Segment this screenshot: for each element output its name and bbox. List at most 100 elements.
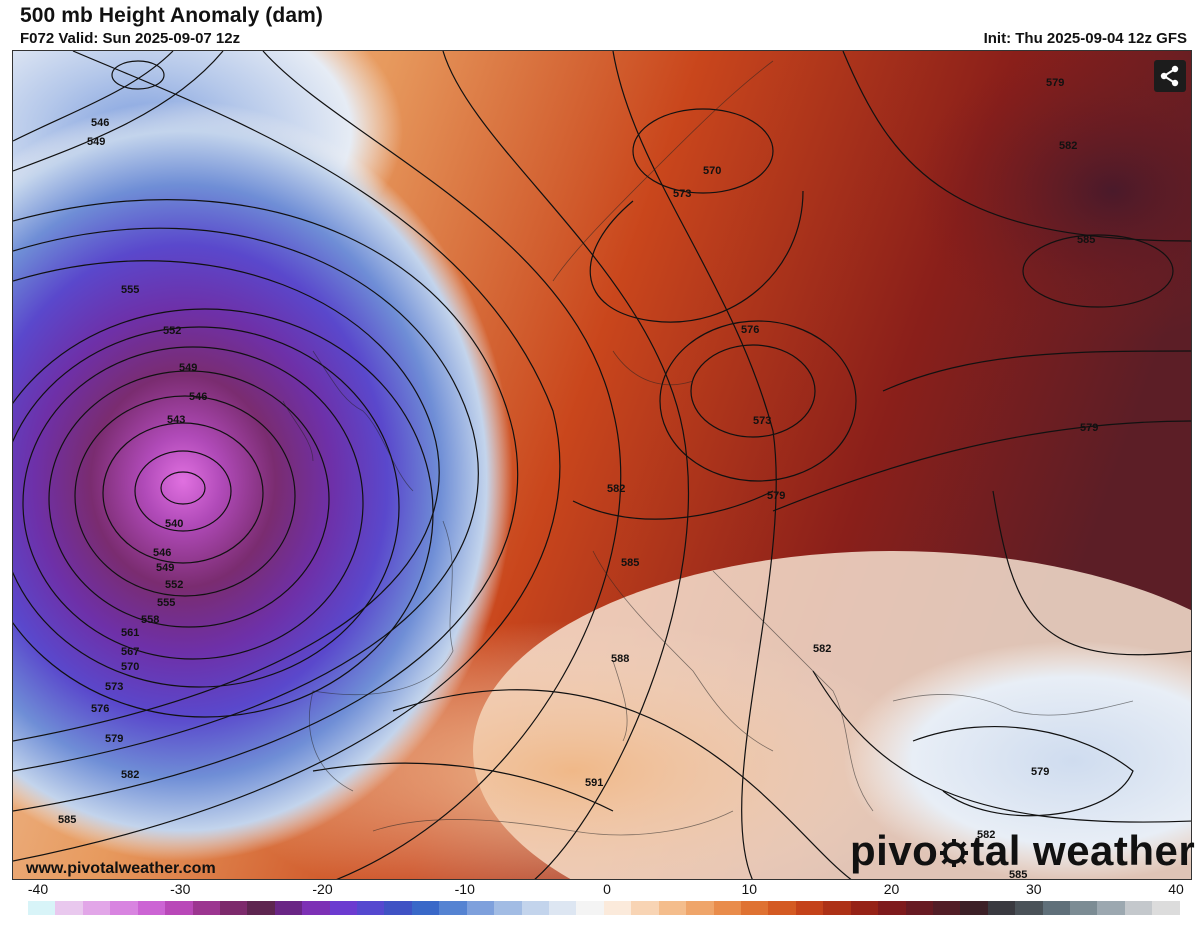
contour-label: 546 <box>91 117 109 129</box>
gear-icon <box>940 839 969 867</box>
valid-time: F072 Valid: Sun 2025-09-07 12z <box>20 30 241 47</box>
colorbar-swatch <box>768 901 796 915</box>
contour-label: 567 <box>121 646 139 658</box>
contour-label: 576 <box>741 324 759 336</box>
colorbar <box>28 901 1180 915</box>
contour-label: 570 <box>121 661 139 673</box>
brand-text-left: pivo <box>850 827 939 874</box>
colorbar-labels: -40 -30 -20 -10 0 10 20 30 40 <box>27 881 1184 899</box>
contour-label: 582 <box>607 483 625 495</box>
contour-label: 573 <box>105 681 123 693</box>
contour-label: 570 <box>703 165 721 177</box>
colorbar-swatch <box>329 901 358 915</box>
colorbar-swatch <box>192 901 220 915</box>
colorbar-swatch <box>850 901 879 915</box>
colorbar-swatch <box>28 901 56 915</box>
contour-label: 573 <box>673 188 691 200</box>
contour-label: 591 <box>585 777 603 789</box>
contour-label: 549 <box>156 562 174 574</box>
colorbar-swatch <box>960 901 988 915</box>
contour-label: 552 <box>165 579 183 591</box>
colorbar-swatch <box>521 901 550 915</box>
contour-label: 585 <box>621 557 639 569</box>
colorbar-swatch <box>878 901 906 915</box>
colorbar-tick-label: -10 <box>454 881 475 897</box>
contour-label: 561 <box>121 627 139 639</box>
contour-label: 543 <box>167 414 185 426</box>
colorbar-swatch <box>1124 901 1153 915</box>
contour-label: 579 <box>1046 77 1064 89</box>
colorbar-tick-label: 30 <box>1025 881 1042 897</box>
colorbar-swatch <box>1015 901 1043 915</box>
website-url: www.pivotalweather.com <box>26 860 216 877</box>
colorbar-swatch <box>686 901 714 915</box>
colorbar-swatch <box>658 901 687 915</box>
contour-label: 585 <box>1009 869 1027 880</box>
colorbar-tick-label: 10 <box>741 881 758 897</box>
colorbar-swatch <box>302 901 330 915</box>
share-icon <box>1160 65 1179 87</box>
contour-label: 576 <box>91 703 109 715</box>
contour-label: 549 <box>87 136 105 148</box>
colorbar-swatch <box>165 901 193 915</box>
colorbar-swatch <box>603 901 632 915</box>
colorbar-swatch <box>110 901 138 915</box>
colorbar-tick-label: 0 <box>603 881 611 897</box>
colorbar-swatch <box>1152 901 1180 915</box>
colorbar-swatch <box>137 901 166 915</box>
colorbar-swatch <box>1042 901 1071 915</box>
colorbar-swatch <box>905 901 933 915</box>
contour-label: 540 <box>165 518 183 530</box>
colorbar-swatch <box>219 901 248 915</box>
brand-logo: pivo tal weather <box>850 827 1195 875</box>
contour-label: 579 <box>767 490 785 502</box>
contour-label: 582 <box>121 769 139 781</box>
colorbar-swatch <box>987 901 1016 915</box>
contour-label: 579 <box>105 733 123 745</box>
contour-label: 585 <box>58 814 76 826</box>
colorbar-tick-label: -20 <box>312 881 333 897</box>
colorbar-tick-label: -30 <box>170 881 191 897</box>
contour-label: 555 <box>157 597 175 609</box>
colorbar-swatch <box>247 901 275 915</box>
colorbar-swatch <box>1070 901 1098 915</box>
colorbar-swatch <box>274 901 303 915</box>
share-button[interactable] <box>1154 60 1186 92</box>
contour-label: 552 <box>163 325 181 337</box>
colorbar-swatch <box>631 901 659 915</box>
contour-label: 585 <box>1077 234 1095 246</box>
colorbar-swatch <box>1097 901 1125 915</box>
colorbar-swatch <box>55 901 83 915</box>
init-time: Init: Thu 2025-09-04 12z GFS <box>983 30 1187 47</box>
contour-label: 582 <box>977 829 995 841</box>
map-title: 500 mb Height Anomaly (dam) <box>20 4 323 27</box>
colorbar-tick-label: 40 <box>1168 881 1184 897</box>
height-contours <box>13 51 1191 879</box>
brand-text-right: tal weather <box>970 827 1196 874</box>
colorbar-swatch <box>932 901 961 915</box>
colorbar-swatch <box>823 901 851 915</box>
contour-label: 546 <box>153 547 171 559</box>
contour-label: 549 <box>179 362 197 374</box>
colorbar-swatch <box>411 901 440 915</box>
colorbar-tick-label: -40 <box>27 881 49 897</box>
contour-labels: 546 549 555 552 549 546 543 540 546 549 … <box>58 77 1098 880</box>
contour-label: 558 <box>141 614 159 626</box>
colorbar-swatch <box>795 901 824 915</box>
colorbar-swatch <box>82 901 111 915</box>
colorbar-tick-label: 20 <box>883 881 900 897</box>
colorbar-swatch <box>384 901 412 915</box>
colorbar-swatch <box>466 901 495 915</box>
contour-label: 579 <box>1080 422 1098 434</box>
contour-label: 579 <box>1031 766 1049 778</box>
colorbar-swatch <box>494 901 522 915</box>
contour-label: 546 <box>189 391 207 403</box>
colorbar-swatch <box>549 901 577 915</box>
colorbar-swatch <box>576 901 604 915</box>
anomaly-map: 546 549 555 552 549 546 543 540 546 549 … <box>12 50 1192 880</box>
contour-label: 582 <box>1059 140 1077 152</box>
colorbar-swatch <box>357 901 385 915</box>
colorbar-swatch <box>713 901 741 915</box>
contour-label: 588 <box>611 653 629 665</box>
colorbar-swatch <box>439 901 467 915</box>
